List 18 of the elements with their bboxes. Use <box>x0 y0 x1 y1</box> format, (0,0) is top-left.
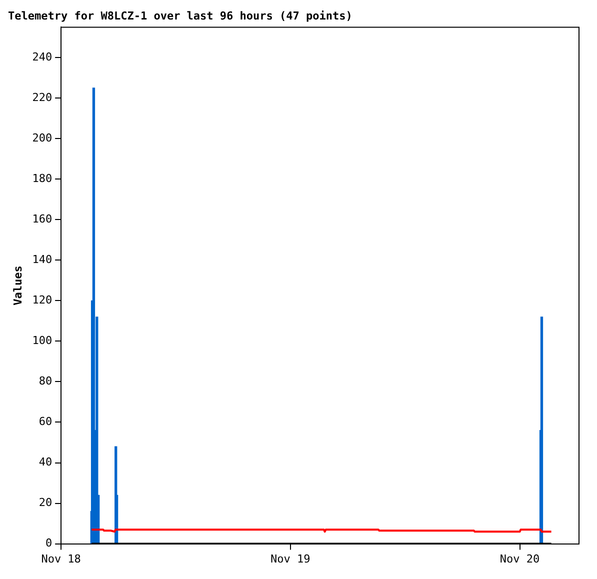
y-tick-label: 0 <box>45 536 52 550</box>
y-tick-label: 240 <box>32 50 52 64</box>
x-tick-label: Nov 18 <box>41 552 81 566</box>
y-tick-label: 220 <box>32 90 52 104</box>
y-tick-label: 40 <box>38 456 52 469</box>
y-tick-label: 80 <box>38 374 52 388</box>
y-tick-label: 60 <box>38 415 52 428</box>
y-tick-label: 140 <box>32 253 52 266</box>
x-tick-label: Nov 20 <box>500 552 540 566</box>
y-tick-label: 200 <box>32 131 52 144</box>
y-tick-label: 180 <box>32 172 52 185</box>
y-axis-title: Values <box>11 266 24 306</box>
y-tick-label: 20 <box>38 496 52 510</box>
chart-title: Telemetry for W8LCZ-1 over last 96 hours (47 points) <box>8 9 352 22</box>
y-tick-label: 120 <box>32 294 52 307</box>
y-tick-label: 100 <box>32 334 52 348</box>
x-tick-label: Nov 19 <box>270 552 310 566</box>
y-tick-label: 160 <box>32 212 52 226</box>
